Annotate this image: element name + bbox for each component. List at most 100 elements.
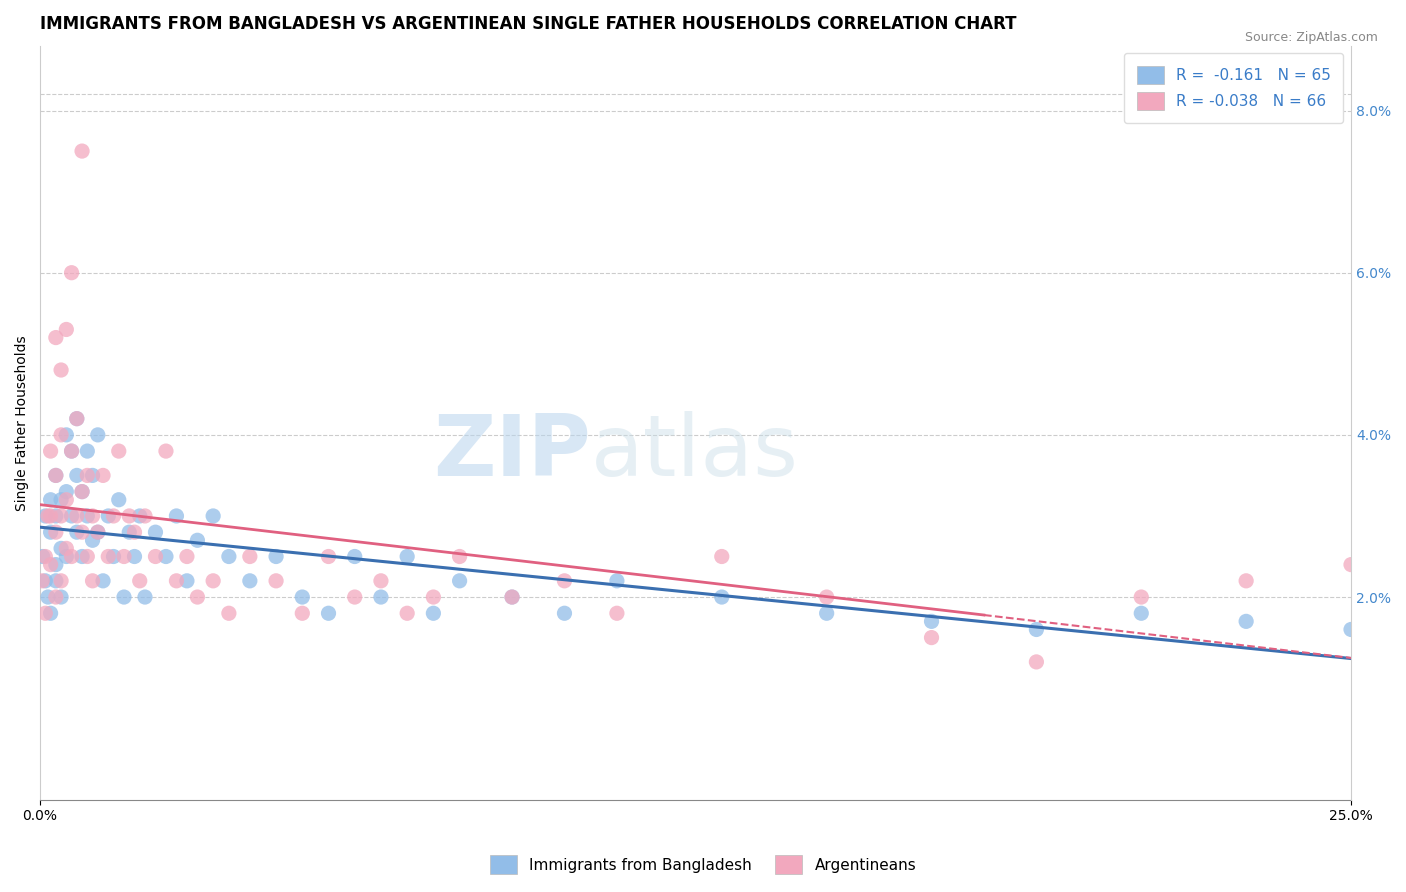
Point [1234,615,1257,629]
Point [1130,590,1153,604]
Point [318,607,340,621]
Point [45,525,67,540]
Point [60,549,83,564]
Point [239,574,262,588]
Point [112,590,135,604]
Point [606,574,628,588]
Point [39,492,62,507]
Point [97,549,120,564]
Point [553,607,575,621]
Point [66,468,89,483]
Point [124,525,146,540]
Point [710,590,733,604]
Point [91,468,114,483]
Point [70,484,93,499]
Point [1234,574,1257,588]
Legend: R =  -0.161   N = 65, R = -0.038   N = 66: R = -0.161 N = 65, R = -0.038 N = 66 [1125,54,1343,123]
Point [165,508,187,523]
Point [66,508,89,523]
Point [87,525,110,540]
Point [176,549,198,564]
Point [815,590,838,604]
Point [49,590,72,604]
Point [45,468,67,483]
Point [49,541,72,556]
Point [606,607,628,621]
Point [112,549,135,564]
Point [107,492,129,507]
Point [218,549,240,564]
Point [124,549,146,564]
Point [87,525,110,540]
Point [103,508,125,523]
Point [60,444,83,458]
Point [118,525,141,540]
Point [34,508,56,523]
Point [45,590,67,604]
Y-axis label: Single Father Households: Single Father Households [15,334,30,510]
Point [155,549,177,564]
Text: atlas: atlas [591,411,799,494]
Point [449,549,471,564]
Point [165,574,187,588]
Point [70,484,93,499]
Point [39,508,62,523]
Point [553,574,575,588]
Point [97,508,120,523]
Point [45,330,67,344]
Point [921,615,943,629]
Point [82,533,104,548]
Point [343,590,366,604]
Point [202,574,225,588]
Point [291,590,314,604]
Point [55,549,77,564]
Point [176,574,198,588]
Point [103,549,125,564]
Point [82,574,104,588]
Point [60,444,83,458]
Point [318,549,340,564]
Point [76,468,98,483]
Point [118,508,141,523]
Point [291,607,314,621]
Point [45,508,67,523]
Text: IMMIGRANTS FROM BANGLADESH VS ARGENTINEAN SINGLE FATHER HOUSEHOLDS CORRELATION C: IMMIGRANTS FROM BANGLADESH VS ARGENTINEA… [41,15,1017,33]
Point [396,607,419,621]
Point [39,558,62,572]
Point [45,574,67,588]
Point [34,549,56,564]
Point [49,508,72,523]
Point [134,508,156,523]
Point [31,574,53,588]
Legend: Immigrants from Bangladesh, Argentineans: Immigrants from Bangladesh, Argentineans [484,849,922,880]
Point [239,549,262,564]
Point [76,549,98,564]
Point [60,266,83,280]
Point [145,549,167,564]
Point [155,444,177,458]
Point [1025,655,1047,669]
Point [396,549,419,564]
Point [1340,558,1362,572]
Point [34,574,56,588]
Point [34,607,56,621]
Point [39,444,62,458]
Point [145,525,167,540]
Point [91,574,114,588]
Text: ZIP: ZIP [433,411,591,494]
Point [49,428,72,442]
Point [370,574,392,588]
Point [1130,607,1153,621]
Point [449,574,471,588]
Text: Source: ZipAtlas.com: Source: ZipAtlas.com [1244,31,1378,45]
Point [87,428,110,442]
Point [370,590,392,604]
Point [815,607,838,621]
Point [710,549,733,564]
Point [1025,623,1047,637]
Point [422,590,444,604]
Point [128,574,150,588]
Point [422,607,444,621]
Point [55,322,77,336]
Point [501,590,523,604]
